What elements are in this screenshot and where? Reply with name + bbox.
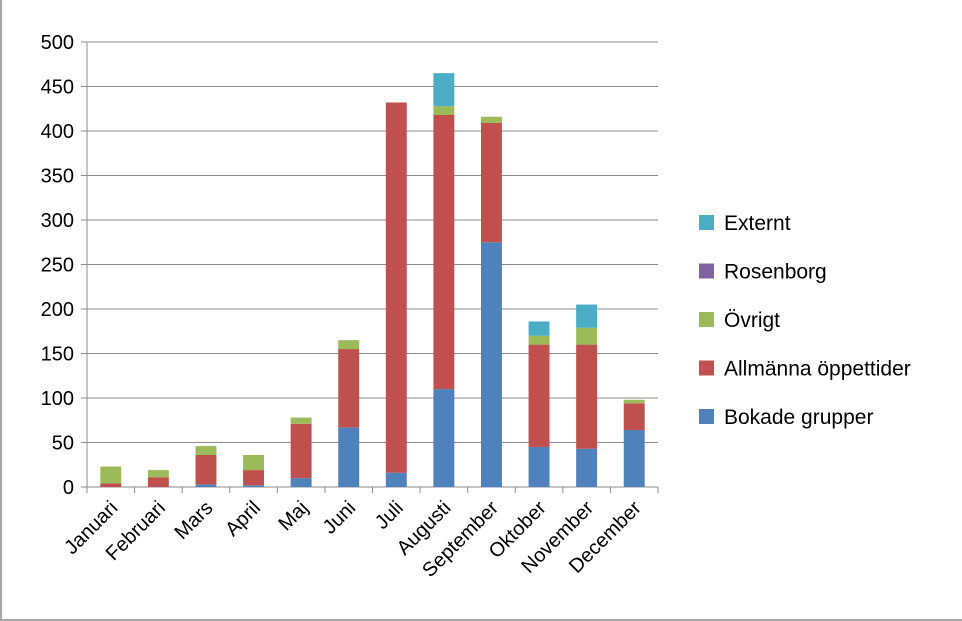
legend-label: Övrigt (724, 309, 780, 332)
bar-externt (433, 73, 455, 107)
bar-allmänna-öppettider (338, 349, 360, 428)
gridlines (87, 41, 658, 443)
x-tick-label: Juli (371, 497, 408, 534)
x-tick-label: Maj (274, 497, 312, 535)
legend-label: Allmänna öppettider (724, 358, 911, 381)
bar-övrigt (100, 466, 122, 484)
bar-allmänna-öppettider (195, 454, 217, 485)
legend-swatch (699, 263, 714, 279)
legend-label: Externt (724, 212, 791, 235)
y-tick-label: 300 (41, 210, 74, 232)
y-tick-label: 400 (41, 121, 74, 143)
y-tick-label: 200 (41, 299, 74, 321)
bar-allmänna-öppettider (290, 423, 312, 479)
y-tick-label: 50 (52, 433, 74, 455)
bar-övrigt (290, 417, 312, 424)
legend-swatch (699, 215, 714, 230)
bar-bokade-grupper (576, 448, 598, 487)
x-tick-label: Mars (171, 497, 218, 544)
x-tick-label: Juni (319, 497, 361, 539)
y-tick-label: 100 (41, 388, 74, 410)
y-tick-label: 150 (41, 344, 74, 366)
legend-swatch (699, 409, 714, 424)
bar-övrigt (623, 399, 645, 404)
bar-övrigt (576, 327, 598, 345)
bar-bokade-grupper (243, 485, 265, 487)
bar-bokade-grupper (528, 446, 550, 487)
bars (100, 73, 645, 487)
bar-övrigt (338, 340, 360, 350)
bar-allmänna-öppettider (623, 403, 645, 431)
bar-bokade-grupper (290, 478, 312, 487)
x-tick-label: April (221, 497, 265, 541)
y-tick-label: 250 (41, 255, 74, 277)
bar-bokade-grupper (195, 484, 217, 487)
bar-bokade-grupper (338, 427, 360, 487)
y-tick-label: 500 (41, 32, 74, 54)
bar-allmänna-öppettider (147, 477, 169, 487)
bar-allmänna-öppettider (576, 344, 598, 449)
bar-externt (528, 321, 550, 336)
legend-swatch (699, 360, 714, 376)
y-tick-label: 0 (63, 477, 74, 499)
bar-externt (576, 304, 598, 328)
legend: Externt Rosenborg Övrigt Allmänna öppettide… (699, 212, 911, 429)
bar-bokade-grupper (480, 242, 502, 487)
axes (81, 41, 659, 493)
bar-allmänna-öppettider (480, 122, 502, 243)
legend-swatch (699, 312, 714, 327)
bar-övrigt (433, 106, 455, 115)
bar-allmänna-öppettider (243, 470, 265, 486)
bar-övrigt (147, 470, 169, 478)
bar-övrigt (195, 446, 217, 455)
bar-bokade-grupper (623, 430, 645, 487)
bar-allmänna-öppettider (385, 102, 407, 473)
bar-övrigt (243, 454, 265, 471)
bar-allmänna-öppettider (528, 344, 550, 447)
y-tick-label: 350 (41, 166, 74, 188)
legend-label: Rosenborg (724, 261, 827, 284)
bar-allmänna-öppettider (433, 114, 455, 390)
y-tick-labels: 0 50 100 150 200 250 300 350 400 450 500 (41, 32, 74, 499)
bar-bokade-grupper (385, 472, 407, 487)
legend-label: Bokade grupper (724, 406, 873, 429)
bar-allmänna-öppettider (100, 483, 122, 487)
y-tick-label: 450 (41, 77, 74, 99)
bar-övrigt (528, 335, 550, 345)
bar-övrigt (480, 116, 502, 123)
bar-bokade-grupper (433, 389, 455, 487)
